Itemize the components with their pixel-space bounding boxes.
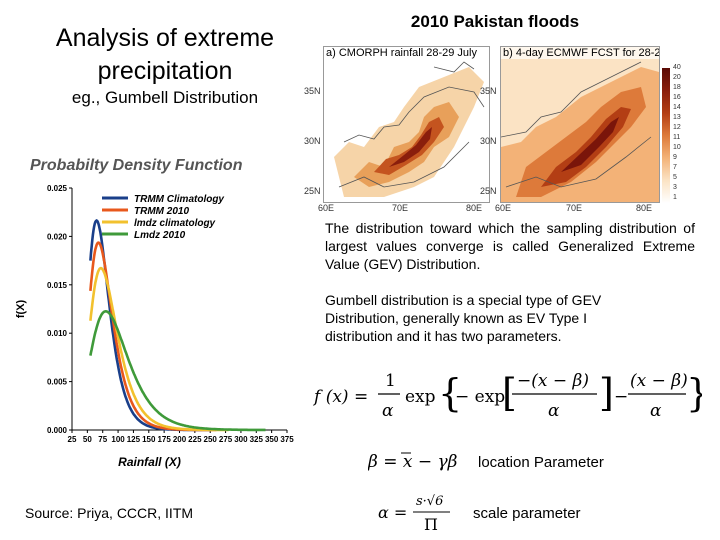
formula-den-right: α — [650, 401, 662, 421]
location-parameter-label: location Parameter — [478, 454, 604, 471]
maps-title: 2010 Pakistan floods — [410, 12, 580, 31]
colorbar-tick-label: 1 — [673, 194, 677, 201]
series-line-1 — [89, 218, 211, 432]
y-tick-label: 0.010 — [47, 329, 68, 338]
svg-text:Π: Π — [424, 515, 438, 534]
x-tick-label: 25 — [68, 435, 77, 444]
series-line-3 — [89, 266, 229, 432]
formula-alpha: α — [382, 401, 394, 421]
map-ecmwf-label: b) 4-day ECMWF FCST for 28-29 July — [501, 47, 659, 59]
location-formula: β = x − γβ — [368, 452, 458, 472]
x-tick-label: 125 — [127, 435, 141, 444]
lon-label: 60E — [318, 203, 335, 213]
x-tick-label: 200 — [173, 435, 187, 444]
x-tick-label: 250 — [204, 435, 218, 444]
formula-num-right: (x − β) — [630, 371, 688, 391]
colorbar-tick-label: 7 — [673, 164, 677, 171]
y-tick-label: 0.015 — [47, 281, 68, 290]
map-cmorph: a) CMORPH rainfall 28-29 July — [323, 46, 490, 203]
colorbar: 40 20 18 16 14 13 12 11 10 9 7 5 3 1 — [662, 64, 712, 203]
x-tick-label: 100 — [111, 435, 125, 444]
colorbar-tick-label: 20 — [673, 74, 681, 81]
lon-label: 60E — [495, 203, 512, 213]
x-tick-label: 150 — [142, 435, 156, 444]
x-tick-label: 175 — [157, 435, 171, 444]
y-tick-label: 0.000 — [47, 426, 68, 435]
pdf-chart: Probabilty Density Function 0.000 0.005 0.0… — [15, 157, 294, 469]
svg-text:s·√6: s·√6 — [416, 494, 443, 509]
formula-den-inner: α — [548, 401, 560, 421]
legend-label: lmdz climatology — [134, 218, 216, 229]
slide-subtitle: eg., Gumbell Distribution — [71, 88, 259, 107]
gumbel-paragraph: Gumbell distribution is a special type o… — [325, 292, 602, 344]
scale-formula: α = s·√6 Π — [378, 494, 450, 534]
chart-title: Probabilty Density Function — [30, 157, 243, 174]
formula-fx: f (x) = — [312, 387, 368, 407]
source-credit: Source: Priya, CCCR, IITM — [25, 505, 194, 521]
lat-label: 25N — [304, 186, 321, 196]
lon-label: 70E — [566, 203, 583, 213]
colorbar-tick-label: 5 — [673, 174, 677, 181]
colorbar-tick-label: 3 — [673, 184, 677, 191]
svg-text:β = x − γβ: β = x − γβ — [368, 452, 458, 472]
y-axis-label: f(X) — [15, 300, 27, 319]
map-ecmwf: b) 4-day ECMWF FCST for 28-29 July — [500, 46, 660, 203]
colorbar-ticks: 40 20 18 16 14 13 12 11 10 9 7 5 3 1 — [673, 64, 703, 203]
lat-label: 30N — [480, 136, 497, 146]
svg-text:α =: α = — [378, 503, 407, 522]
legend-label: Lmdz 2010 — [134, 230, 186, 241]
formula-bracket-close: ] — [599, 371, 614, 415]
map-cmorph-label: a) CMORPH rainfall 28-29 July — [324, 47, 479, 59]
formula-minus-exp: − exp — [455, 387, 505, 407]
formula-num-inner: −(x − β) — [517, 371, 589, 391]
lat-label: 35N — [480, 86, 497, 96]
lat-label: 30N — [304, 136, 321, 146]
y-tick-label: 0.020 — [47, 232, 68, 241]
x-tick-label: 50 — [83, 435, 92, 444]
gumbel-pdf-formula: f (x) = 1 α exp { − exp [ −(x − β) α ] −… — [312, 371, 702, 421]
legend-label: TRMM 2010 — [134, 206, 189, 217]
colorbar-tick-label: 18 — [673, 84, 681, 91]
x-tick-label: 225 — [188, 435, 202, 444]
formula-bracket-open: [ — [502, 371, 517, 415]
lon-label: 70E — [392, 203, 409, 213]
scale-parameter-label: scale parameter — [473, 505, 581, 522]
y-tick-label: 0.005 — [47, 378, 68, 387]
x-tick-label: 375 — [280, 435, 294, 444]
lat-label: 25N — [480, 186, 497, 196]
colorbar-tick-label: 16 — [673, 94, 681, 101]
gev-paragraph: The distribution toward which the sampli… — [325, 220, 695, 272]
series-line-2 — [89, 241, 217, 432]
y-tick-label: 0.025 — [47, 184, 68, 193]
lat-label: 35N — [304, 86, 321, 96]
formula-brace-open: { — [438, 371, 462, 415]
lon-label: 80E — [636, 203, 653, 213]
map-ecmwf-graphic — [501, 47, 659, 202]
colorbar-tick-label: 11 — [673, 134, 681, 141]
x-tick-label: 350 — [265, 435, 279, 444]
colorbar-tick-label: 14 — [673, 104, 681, 111]
colorbar-tick-label: 13 — [673, 114, 681, 121]
x-tick-label: 275 — [219, 435, 233, 444]
formula-minus: − — [614, 387, 628, 407]
formula-num-one: 1 — [385, 371, 396, 391]
formula-brace-close: } — [686, 371, 702, 415]
x-tick-label: 325 — [250, 435, 264, 444]
legend-label: TRMM Climatology — [134, 194, 224, 205]
colorbar-gradient — [662, 68, 670, 203]
map-cmorph-graphic — [324, 47, 489, 202]
lon-label: 80E — [466, 203, 483, 213]
x-axis-label: Rainfall (X) — [118, 455, 181, 469]
colorbar-tick-label: 10 — [673, 144, 681, 151]
x-tick-label: 75 — [98, 435, 107, 444]
colorbar-tick-label: 9 — [673, 154, 677, 161]
x-tick-label: 300 — [234, 435, 248, 444]
series-line-4 — [89, 309, 266, 432]
slide-title: Analysis of extreme precipitation — [55, 24, 275, 85]
formula-exp-outer: exp — [405, 387, 436, 407]
colorbar-tick-label: 40 — [673, 64, 681, 71]
colorbar-tick-label: 12 — [673, 124, 681, 131]
